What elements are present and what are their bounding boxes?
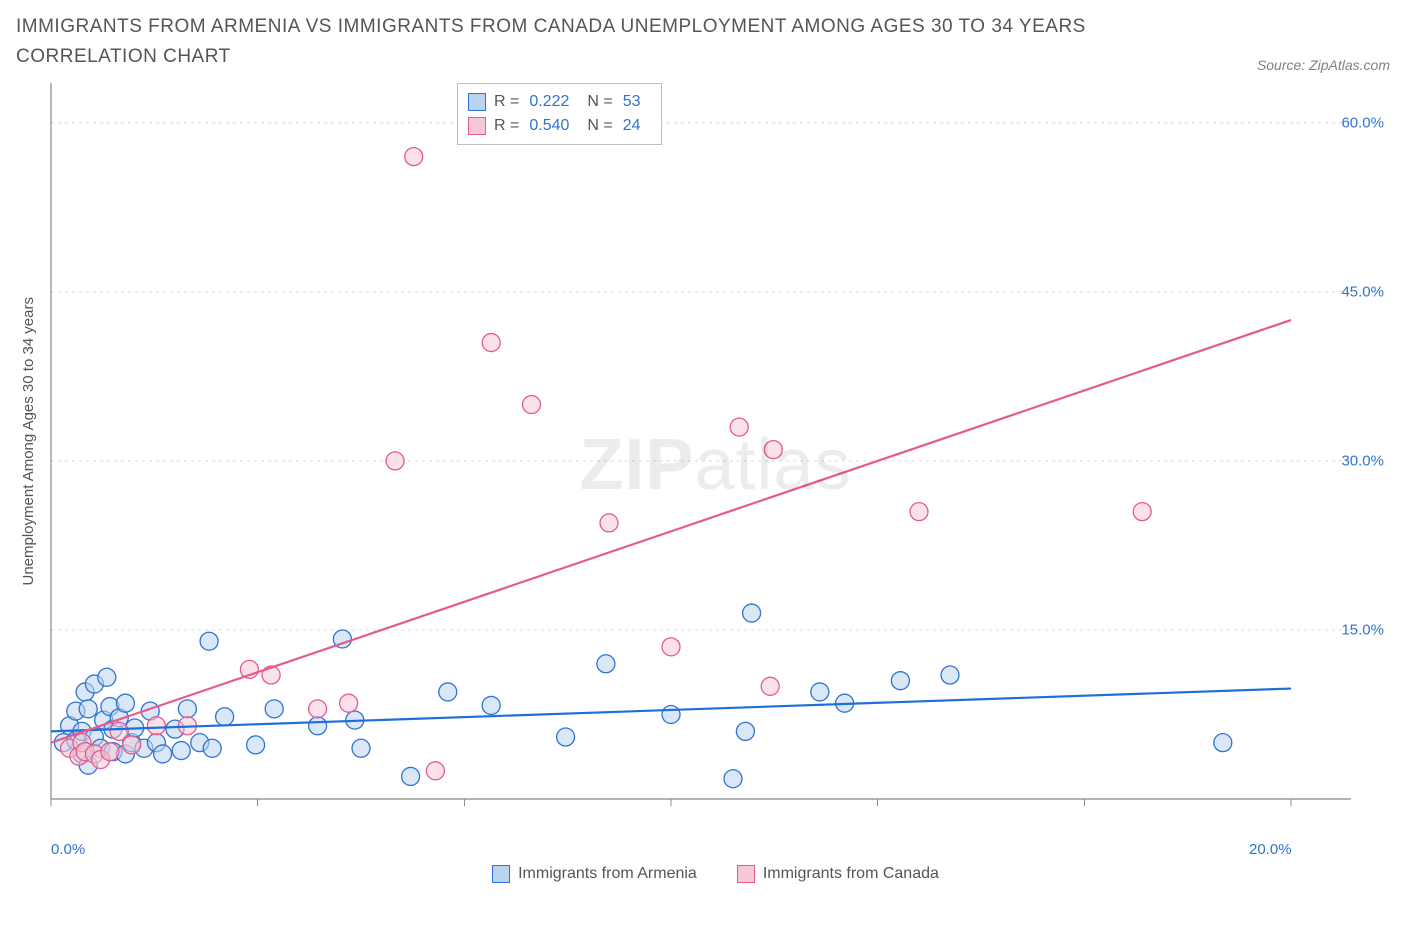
legend-label: Immigrants from Armenia — [518, 865, 697, 883]
stats-row-armenia: R = 0.222 N = 53 — [468, 90, 651, 114]
scatter-plot — [41, 79, 1361, 839]
swatch-armenia — [468, 93, 486, 111]
stats-legend-box: R = 0.222 N = 53 R = 0.540 N = 24 — [457, 83, 662, 145]
chart-area: Unemployment Among Ages 30 to 34 years Z… — [16, 79, 1390, 883]
swatch-canada — [468, 117, 486, 135]
legend-label: Immigrants from Canada — [763, 865, 939, 883]
bottom-legend: Immigrants from Armenia Immigrants from … — [41, 865, 1390, 883]
chart-title: IMMIGRANTS FROM ARMENIA VS IMMIGRANTS FR… — [16, 12, 1136, 73]
y-axis-label: Unemployment Among Ages 30 to 34 years — [16, 297, 41, 586]
swatch-armenia — [492, 865, 510, 883]
legend-item-canada: Immigrants from Canada — [737, 865, 939, 883]
plot-container: ZIPatlas R = 0.222 N = 53 R = 0.540 N = … — [41, 79, 1390, 883]
legend-item-armenia: Immigrants from Armenia — [492, 865, 697, 883]
chart-source: Source: ZipAtlas.com — [1257, 57, 1390, 73]
stats-row-canada: R = 0.540 N = 24 — [468, 114, 651, 138]
chart-header: IMMIGRANTS FROM ARMENIA VS IMMIGRANTS FR… — [16, 12, 1390, 73]
swatch-canada — [737, 865, 755, 883]
x-axis-tick-labels: 0.0%20.0% — [41, 839, 1361, 861]
